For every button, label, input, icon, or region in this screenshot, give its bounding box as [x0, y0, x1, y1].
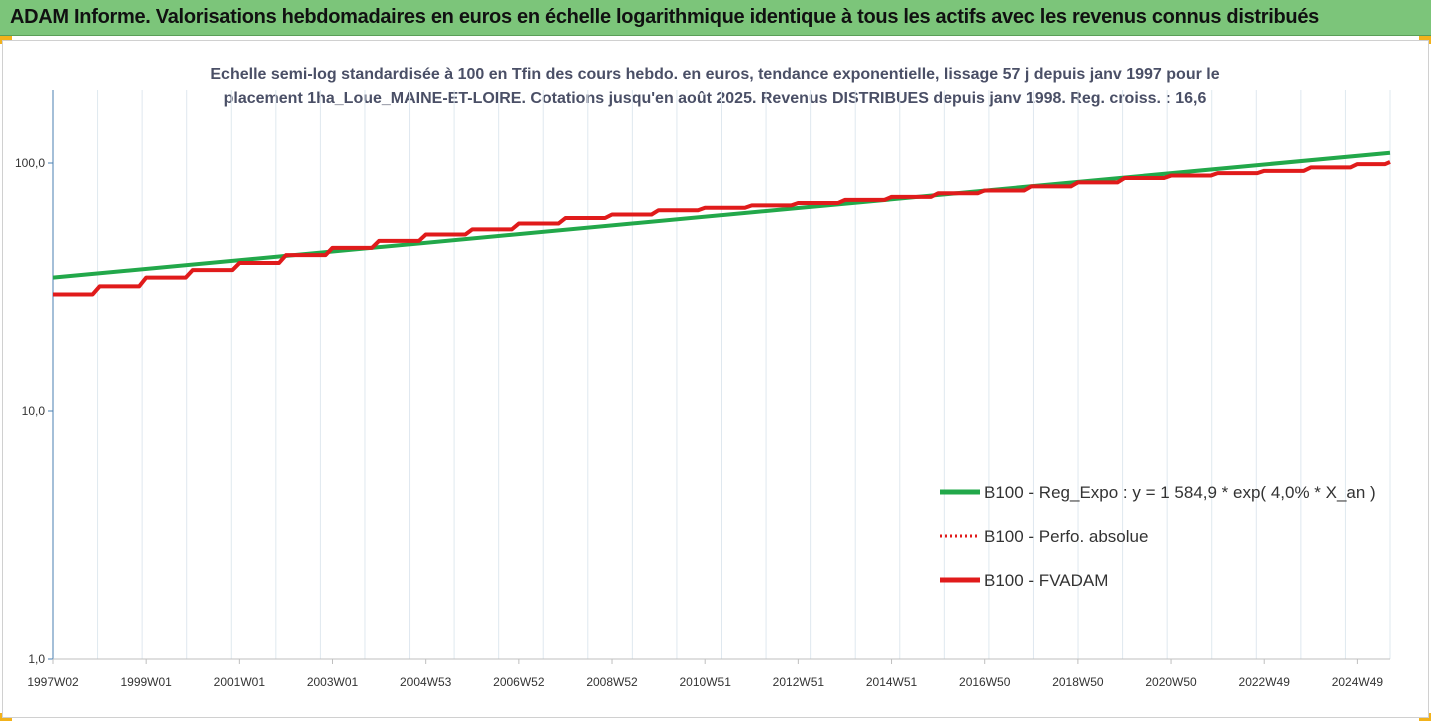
series-lines	[52, 150, 1391, 297]
subtitle-line-1: Echelle semi-log standardisée à 100 en T…	[210, 66, 1220, 83]
x-tick-label: 2014W51	[866, 675, 918, 689]
axes: 1,0 10,0 100,0 1997W02 1999W01 2001W01 2003W01…	[15, 90, 1390, 689]
legend-label-2: B100 - FVADAM	[984, 571, 1108, 590]
x-tick-label: 2001W01	[214, 675, 266, 689]
y-tick-label: 1,0	[28, 652, 45, 666]
y-tick-label: 100,0	[15, 156, 45, 170]
x-tick-label: 2010W51	[680, 675, 732, 689]
x-tick-label: 2004W53	[400, 675, 452, 689]
x-tick-label: 1999W01	[120, 675, 172, 689]
legend[interactable]: B100 - Reg_Expo : y = 1 584,9 * exp( 4,0…	[940, 483, 1376, 590]
y-tick-label: 10,0	[22, 404, 46, 418]
gridlines	[97, 90, 1391, 659]
x-tick-label: 1997W02	[27, 675, 79, 689]
x-tick-label: 2022W49	[1239, 675, 1291, 689]
series-line-0	[52, 150, 1391, 280]
x-tick-label: 2003W01	[307, 675, 359, 689]
chart-subtitle: Echelle semi-log standardisée à 100 en T…	[150, 63, 1280, 111]
x-tick-label: 2020W50	[1145, 675, 1197, 689]
chart-area	[2, 40, 1429, 718]
x-tick-label: 2012W51	[773, 675, 825, 689]
x-tick-label: 2016W50	[959, 675, 1011, 689]
series-line-2	[53, 160, 1391, 297]
x-tick-label: 2008W52	[586, 675, 638, 689]
header-title: ADAM Informe. Valorisations hebdomadaire…	[10, 6, 1319, 28]
chart-header: ADAM Informe. Valorisations hebdomadaire…	[0, 0, 1431, 36]
x-tick-label: 2018W50	[1052, 675, 1104, 689]
legend-label-1: B100 - Perfo. absolue	[984, 527, 1148, 546]
subtitle-line-2: placement 1ha_Loue_MAINE-ET-LOIRE. Cotat…	[223, 90, 1207, 107]
legend-label-0: B100 - Reg_Expo : y = 1 584,9 * exp( 4,0…	[984, 483, 1376, 502]
x-tick-label: 2006W52	[493, 675, 545, 689]
x-tick-label: 2024W49	[1332, 675, 1384, 689]
